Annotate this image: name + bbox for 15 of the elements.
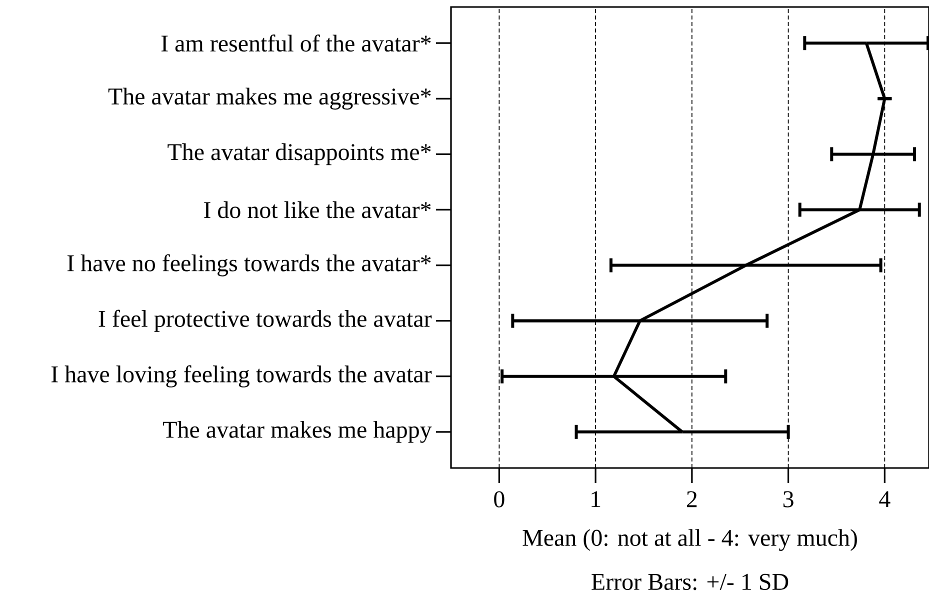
y-tick-label: I am resentful of the avatar* bbox=[161, 34, 431, 52]
x-tick-label: 0 bbox=[494, 491, 504, 508]
x-tick-label: 4 bbox=[879, 491, 890, 507]
y-tick-label: I have loving feeling towards the avatar bbox=[51, 365, 432, 388]
y-tick-label: I have no feelings towards the avatar* bbox=[67, 254, 431, 276]
x-tick-label: 1 bbox=[592, 491, 600, 508]
x-axis-title: Mean (0: not at all - 4: very much) bbox=[522, 529, 857, 551]
y-tick-label: The avatar makes me happy bbox=[163, 420, 432, 443]
y-tick-label: The avatar makes me aggressive* bbox=[108, 88, 431, 110]
y-tick-label: I feel protective towards the avatar bbox=[98, 310, 432, 332]
x-tick-label: 2 bbox=[686, 491, 697, 508]
text: Error Bars: +/- 1 SD bbox=[592, 574, 788, 590]
y-tick-label: I do not like the avatar* bbox=[204, 201, 431, 218]
y-tick-label: The avatar disappoints me* bbox=[168, 143, 431, 166]
x-tick-label: 3 bbox=[783, 491, 794, 508]
